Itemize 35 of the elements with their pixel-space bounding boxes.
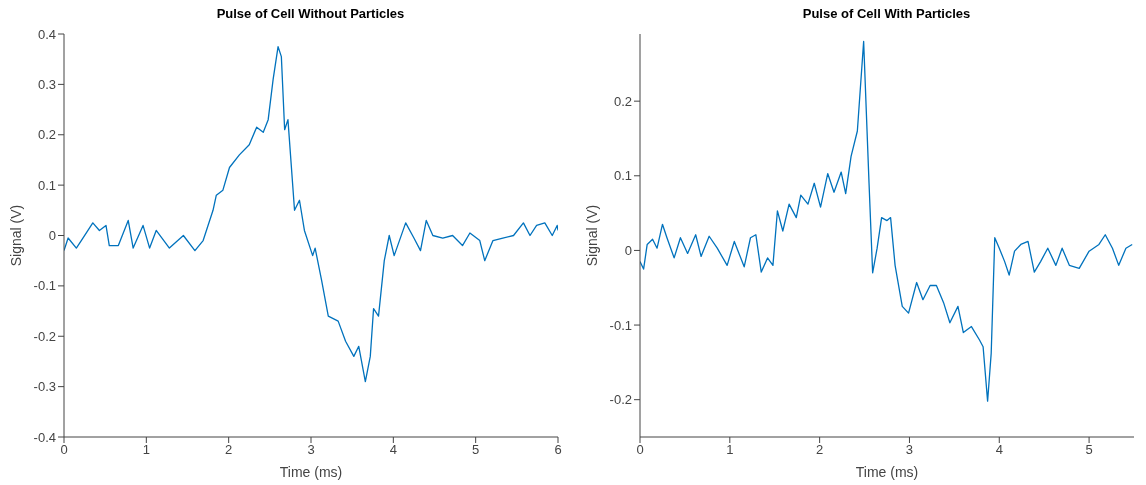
y-tick-label: 0.3 xyxy=(37,76,56,92)
x-tick-label: 5 xyxy=(1085,442,1093,458)
x-tick-label: 5 xyxy=(472,442,480,458)
x-tick-label: 2 xyxy=(225,442,233,458)
x-axis-title: Time (ms) xyxy=(855,464,919,480)
y-tick-label: -0.2 xyxy=(609,392,632,408)
chart-title: Pulse of Cell Without Particles xyxy=(215,6,406,21)
y-tick-label: -0.2 xyxy=(33,328,56,344)
x-tick-label: 1 xyxy=(142,442,150,458)
y-tick-label: 0.4 xyxy=(37,26,56,42)
y-axis-title: Signal (V) xyxy=(583,204,600,267)
line-series xyxy=(640,40,1133,402)
x-tick-label: 3 xyxy=(905,442,914,458)
y-tick-label: -0.3 xyxy=(33,379,56,395)
x-axis-title: Time (ms) xyxy=(279,464,343,480)
y-tick-label: -0.1 xyxy=(33,278,56,294)
line-series xyxy=(64,45,558,383)
x-tick-label: 0 xyxy=(60,442,68,458)
x-tick-label: 1 xyxy=(726,442,734,458)
y-tick-label: -0.4 xyxy=(33,429,56,445)
y-tick-label: 0.1 xyxy=(37,177,56,193)
x-tick-label: 6 xyxy=(554,442,562,458)
x-tick-label: 4 xyxy=(995,442,1003,458)
x-tick-label: 4 xyxy=(389,442,397,458)
y-tick-label: 0 xyxy=(48,228,56,244)
y-tick-label: 0.1 xyxy=(613,168,632,184)
x-tick-label: 3 xyxy=(307,442,315,458)
y-axis-title: Signal (V) xyxy=(7,204,24,267)
y-tick-label: -0.1 xyxy=(609,317,632,333)
x-tick-label: 2 xyxy=(816,442,824,458)
x-tick-label: 0 xyxy=(636,442,644,458)
y-tick-label: 0.2 xyxy=(37,127,56,143)
y-tick-label: 0.2 xyxy=(613,93,632,109)
chart-title: Pulse of Cell With Particles xyxy=(801,6,972,21)
y-tick-label: 0 xyxy=(624,243,632,259)
